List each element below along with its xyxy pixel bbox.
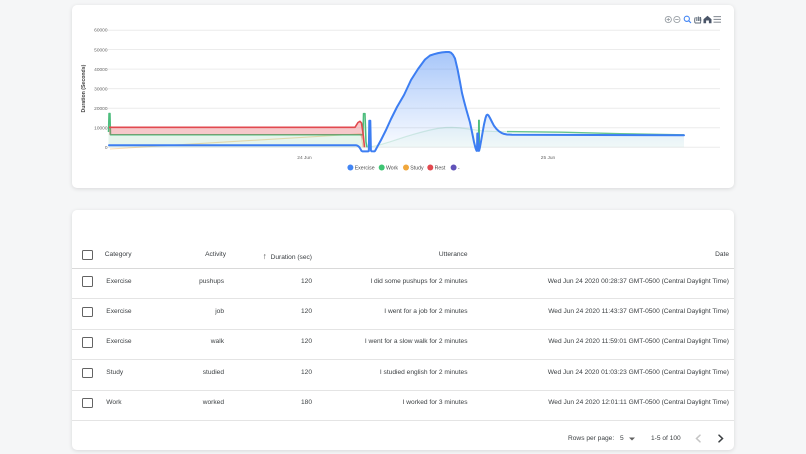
svg-text:Duration (Seconds): Duration (Seconds) — [81, 64, 87, 112]
svg-text:24 Jun: 24 Jun — [297, 155, 312, 161]
svg-text:Exercise: Exercise — [355, 165, 375, 171]
svg-text:Work: Work — [386, 165, 398, 171]
svg-text:25 Jun: 25 Jun — [541, 155, 556, 161]
svg-text:20000: 20000 — [94, 106, 108, 112]
svg-text:Rest: Rest — [435, 165, 446, 171]
svg-text:50000: 50000 — [94, 47, 108, 53]
svg-text:-: - — [458, 165, 460, 171]
svg-text:60000: 60000 — [94, 28, 108, 34]
svg-text:0: 0 — [105, 145, 108, 151]
svg-text:40000: 40000 — [94, 67, 108, 73]
svg-text:10000: 10000 — [94, 125, 108, 131]
svg-text:Study: Study — [410, 165, 424, 171]
svg-text:30000: 30000 — [94, 86, 108, 92]
